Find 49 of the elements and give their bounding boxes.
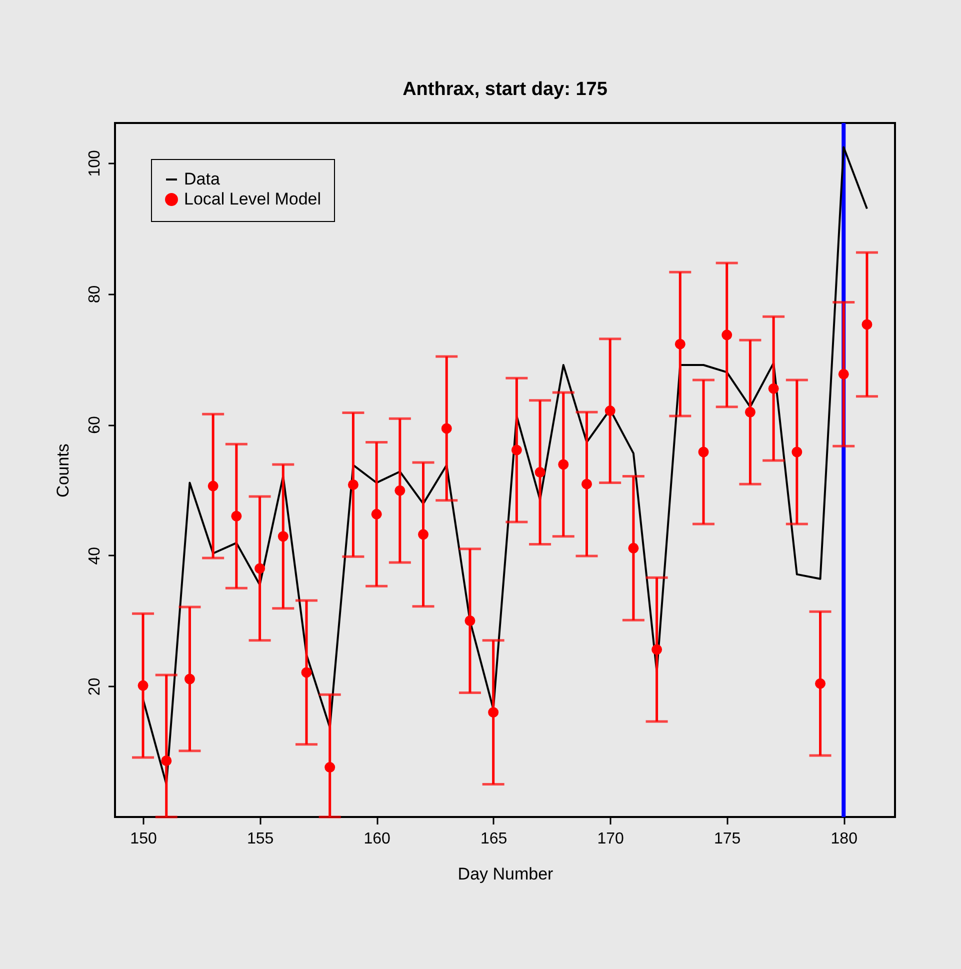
point	[674, 338, 686, 350]
point	[324, 762, 336, 773]
point	[511, 444, 522, 456]
point	[652, 644, 662, 655]
x-tick-label: 180	[830, 830, 858, 848]
point	[394, 485, 406, 496]
point	[254, 563, 266, 574]
point	[628, 542, 639, 554]
x-tick-label: 160	[364, 830, 390, 848]
point	[792, 446, 802, 458]
y-tick-label: 60	[86, 416, 104, 434]
point	[722, 330, 732, 340]
x-tick-label: 150	[130, 830, 157, 848]
x-tick-label: 170	[597, 830, 624, 848]
point	[441, 423, 452, 434]
x-tick-label: 155	[246, 830, 274, 848]
y-tick-label: 40	[86, 546, 104, 565]
x-tick-label: 165	[480, 830, 508, 848]
point	[418, 529, 429, 540]
point	[208, 480, 218, 492]
chart-title: Anthrax, start day: 175	[402, 79, 608, 100]
point	[301, 667, 312, 678]
x-tick-label: 175	[714, 830, 741, 848]
point	[231, 510, 242, 522]
legend-label: Data	[184, 170, 220, 188]
point	[581, 478, 592, 490]
point	[698, 446, 709, 458]
point	[534, 467, 546, 478]
point	[768, 383, 779, 394]
point	[558, 459, 569, 470]
point	[838, 368, 849, 380]
point	[184, 674, 195, 684]
x-axis-title: Day Number	[458, 864, 554, 884]
point	[488, 707, 499, 718]
point	[464, 616, 476, 626]
legend-label: Local Level Model	[184, 190, 322, 208]
point	[161, 756, 172, 766]
point	[815, 678, 826, 689]
y-tick-label: 100	[86, 150, 104, 177]
point	[604, 406, 616, 416]
y-tick-label: 20	[86, 678, 104, 696]
point	[348, 479, 358, 490]
y-axis-title: Counts	[54, 444, 72, 498]
y-tick-label: 80	[86, 285, 104, 304]
point	[278, 531, 288, 542]
point	[744, 406, 756, 418]
point	[862, 319, 872, 330]
point	[138, 680, 148, 691]
point	[371, 508, 382, 520]
